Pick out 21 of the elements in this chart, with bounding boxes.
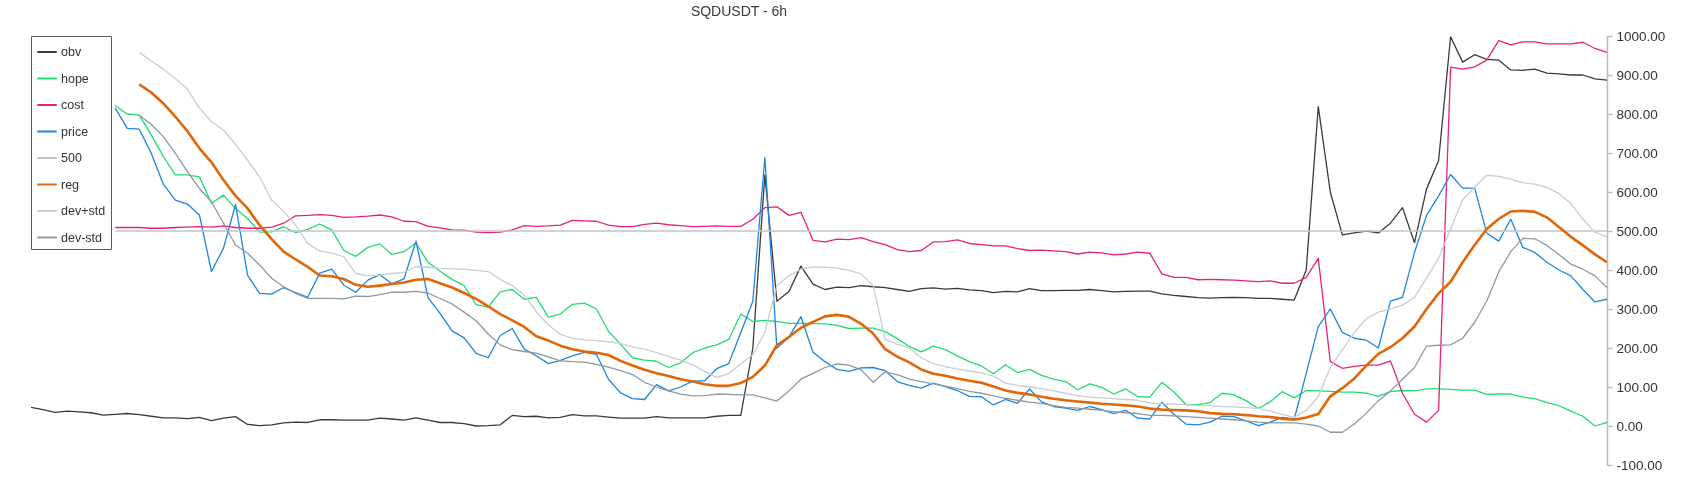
legend-label: reg <box>61 177 80 192</box>
legend-label: dev+std <box>61 204 106 218</box>
y-tick-label: 600.00 <box>1616 184 1658 200</box>
y-tick-label: 400.00 <box>1616 262 1658 278</box>
legend-label: dev-std <box>61 230 103 245</box>
y-tick-label: 100.00 <box>1616 379 1658 395</box>
legend-label: obv <box>61 45 82 59</box>
y-tick-label: 0.00 <box>1616 418 1643 434</box>
legend-label: 500 <box>61 151 82 165</box>
y-tick-label: 200.00 <box>1616 340 1658 356</box>
y-tick-label: 500.00 <box>1616 223 1658 239</box>
legend-label: price <box>61 124 89 139</box>
chart-title: SQDUSDT - 6h <box>690 3 788 19</box>
legend-label: cost <box>61 98 85 112</box>
y-tick-label: 300.00 <box>1616 301 1658 317</box>
y-tick-label: 800.00 <box>1616 106 1658 122</box>
y-tick-label: -100.00 <box>1616 457 1663 473</box>
y-tick-label: 900.00 <box>1616 67 1658 83</box>
y-tick-label: 1000.00 <box>1616 28 1666 44</box>
legend-label: hope <box>61 71 89 86</box>
y-tick-label: 700.00 <box>1616 145 1658 161</box>
